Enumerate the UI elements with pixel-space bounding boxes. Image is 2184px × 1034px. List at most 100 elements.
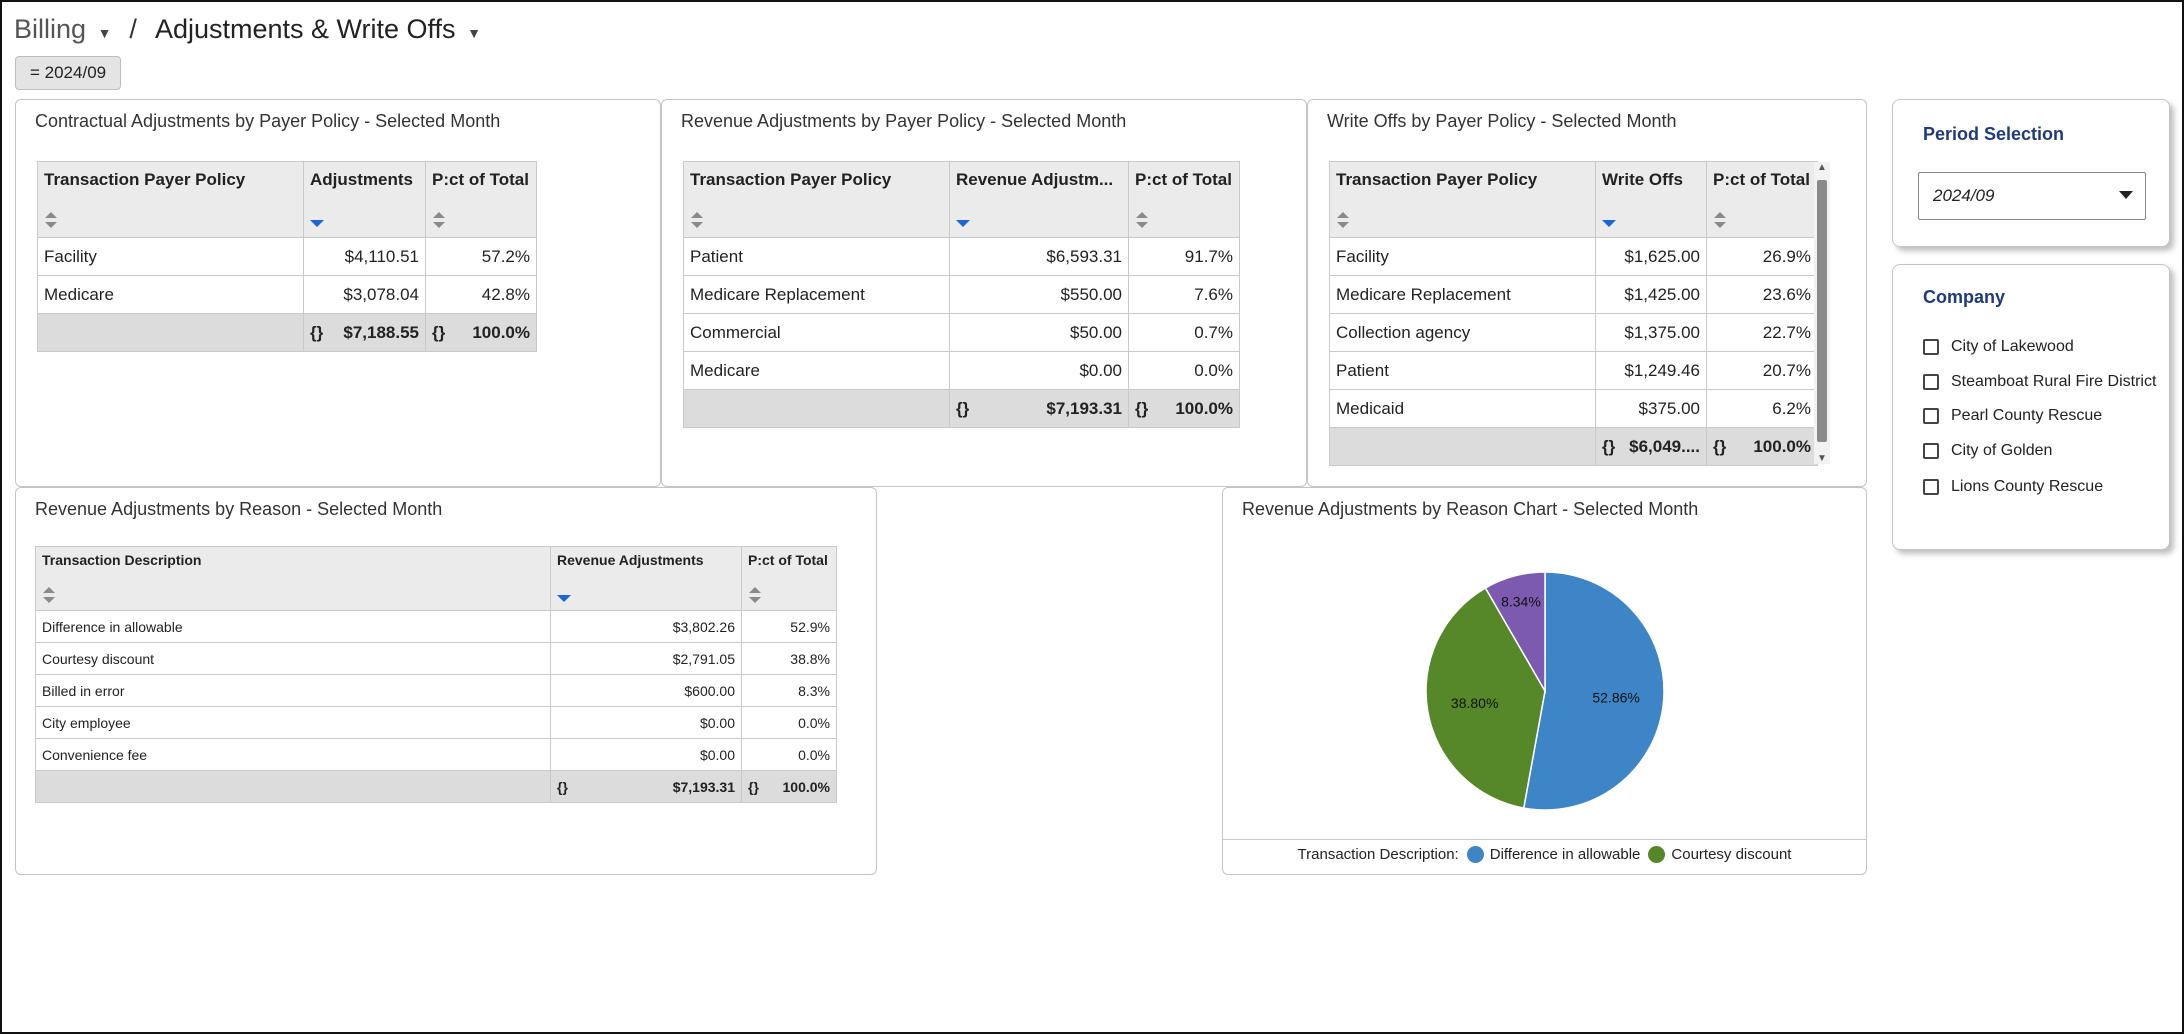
column-header-label: Transaction Payer Policy — [44, 170, 246, 189]
table-cell: 20.7% — [1706, 351, 1818, 390]
table-cell: 52.9% — [741, 610, 837, 643]
column-header[interactable]: Transaction Description — [35, 546, 551, 611]
legend-label: Difference in allowable — [1489, 846, 1641, 863]
column-header-label: Adjustments — [310, 170, 413, 189]
table-row[interactable]: Billed in error $600.00 8.3% — [35, 674, 837, 707]
period-dropdown[interactable]: 2024/09 — [1918, 172, 2146, 220]
vertical-scrollbar[interactable]: ▲ ▼ — [1814, 162, 1830, 464]
legend-item-courtesy-discount[interactable]: Courtesy discount — [1648, 846, 1791, 863]
total-cell: {} 100.0% — [741, 770, 837, 803]
breadcrumb-billing[interactable]: Billing ▼ — [14, 14, 111, 45]
aggregate-icon: {} — [432, 322, 446, 342]
period-filter-pill[interactable]: = 2024/09 — [15, 56, 122, 90]
total-cell — [35, 770, 551, 803]
table-row[interactable]: Collection agency $1,375.00 22.7% — [1329, 313, 1818, 352]
revenue-adjustments-payer-table: Transaction Payer Policy Revenue Adjustm… — [683, 161, 1240, 428]
table-row[interactable]: Facility $4,110.51 57.2% — [37, 237, 537, 276]
company-option-label: City of Lakewood — [1951, 338, 2074, 355]
table-cell: 6.2% — [1706, 389, 1818, 428]
total-row: {} $6,049.... {} 100.0% — [1329, 427, 1818, 466]
table-cell: 0.0% — [741, 706, 837, 739]
company-option[interactable]: Pearl County Rescue — [1923, 407, 2102, 425]
sort-descending-icon[interactable] — [310, 211, 324, 229]
table-row[interactable]: Commercial $50.00 0.7% — [683, 313, 1240, 352]
table-cell: 23.6% — [1706, 275, 1818, 314]
table-cell: Difference in allowable — [35, 610, 551, 643]
sort-descending-icon[interactable] — [557, 586, 571, 604]
table-row[interactable]: Courtesy discount $2,791.05 38.8% — [35, 642, 837, 675]
sort-neutral-icon[interactable] — [1135, 211, 1149, 229]
column-header[interactable]: Revenue Adjustm... — [949, 161, 1129, 238]
checkbox[interactable] — [1923, 374, 1939, 390]
column-header[interactable]: Transaction Payer Policy — [683, 161, 950, 238]
table-row[interactable]: Patient $6,593.31 91.7% — [683, 237, 1240, 276]
breadcrumb-page[interactable]: Adjustments & Write Offs ▼ — [155, 14, 481, 45]
legend-swatch — [1648, 846, 1666, 863]
table-row[interactable]: Medicaid $375.00 6.2% — [1329, 389, 1818, 428]
revenue-adjustments-payer-panel: Revenue Adjustments by Payer Policy - Se… — [661, 99, 1307, 487]
pie-slice-courtesy-discount[interactable] — [1425, 586, 1546, 809]
sort-neutral-icon[interactable] — [1713, 211, 1727, 229]
scroll-thumb[interactable] — [1817, 180, 1827, 442]
table-cell: 42.8% — [425, 275, 537, 314]
total-value: 100.0% — [472, 322, 530, 342]
sort-descending-icon[interactable] — [956, 211, 970, 229]
sort-neutral-icon[interactable] — [748, 586, 762, 604]
sort-neutral-icon[interactable] — [432, 211, 446, 229]
sort-neutral-icon[interactable] — [690, 211, 704, 229]
table-row[interactable]: Medicare Replacement $550.00 7.6% — [683, 275, 1240, 314]
pie-slice-billed-in-error[interactable] — [1484, 571, 1546, 694]
sort-neutral-icon[interactable] — [44, 211, 58, 229]
company-option[interactable]: City of Golden — [1923, 442, 2052, 460]
scroll-up-icon[interactable]: ▲ — [1817, 162, 1827, 173]
aggregate-icon: {} — [1713, 436, 1727, 456]
legend-item-difference-in-allowable[interactable]: Difference in allowable — [1466, 846, 1641, 863]
column-header[interactable]: Revenue Adjustments — [550, 546, 742, 611]
aggregate-icon: {} — [1602, 436, 1616, 456]
checkbox[interactable] — [1923, 443, 1939, 459]
breadcrumb: Billing ▼ / Adjustments & Write Offs ▼ — [14, 14, 481, 45]
column-header[interactable]: P:ct of Total — [1706, 161, 1818, 238]
table-row[interactable]: Medicare $3,078.04 42.8% — [37, 275, 537, 314]
legend-label: Courtesy discount — [1671, 846, 1792, 863]
column-header[interactable]: P:ct of Total — [741, 546, 837, 611]
table-cell: 8.3% — [741, 674, 837, 707]
checkbox[interactable] — [1923, 408, 1939, 424]
column-header[interactable]: Adjustments — [303, 161, 426, 238]
sort-neutral-icon[interactable] — [1336, 211, 1350, 229]
column-header-label: Revenue Adjustm... — [956, 170, 1114, 189]
column-header[interactable]: Write Offs — [1595, 161, 1707, 238]
column-header[interactable]: P:ct of Total — [425, 161, 537, 238]
column-header[interactable]: P:ct of Total — [1128, 161, 1240, 238]
column-header[interactable]: Transaction Payer Policy — [37, 161, 304, 238]
company-option-label: Lions County Rescue — [1951, 478, 2104, 495]
company-option[interactable]: Steamboat Rural Fire District — [1923, 373, 2156, 391]
table-cell: Facility — [1329, 237, 1596, 276]
table-cell: $1,625.00 — [1595, 237, 1707, 276]
total-cell: {} 100.0% — [425, 313, 537, 352]
sort-neutral-icon[interactable] — [42, 586, 56, 604]
table-cell: 38.8% — [741, 642, 837, 675]
period-selection-card: Period Selection 2024/09 — [1892, 99, 2170, 247]
checkbox[interactable] — [1923, 479, 1939, 495]
column-header-label: Revenue Adjustments — [557, 552, 704, 568]
table-row[interactable]: Facility $1,625.00 26.9% — [1329, 237, 1818, 276]
total-cell: {} $7,193.31 — [550, 770, 742, 803]
total-cell: {} $6,049.... — [1595, 427, 1707, 466]
table-row[interactable]: Medicare $0.00 0.0% — [683, 351, 1240, 390]
company-option[interactable]: Lions County Rescue — [1923, 478, 2103, 496]
scroll-down-icon[interactable]: ▼ — [1817, 453, 1827, 464]
pie-slice-difference-in-allowable[interactable] — [1522, 571, 1665, 811]
table-row[interactable]: Difference in allowable $3,802.26 52.9% — [35, 610, 837, 643]
checkbox[interactable] — [1923, 339, 1939, 355]
column-header-label: P:ct of Total — [432, 170, 529, 189]
caret-down-icon: ▼ — [97, 25, 112, 41]
sort-descending-icon[interactable] — [1602, 211, 1616, 229]
column-header[interactable]: Transaction Payer Policy — [1329, 161, 1596, 238]
table-row[interactable]: City employee $0.00 0.0% — [35, 706, 837, 739]
company-option[interactable]: City of Lakewood — [1923, 338, 2074, 356]
table-row[interactable]: Patient $1,249.46 20.7% — [1329, 351, 1818, 390]
aggregate-icon: {} — [557, 778, 568, 795]
table-row[interactable]: Convenience fee $0.00 0.0% — [35, 738, 837, 771]
table-row[interactable]: Medicare Replacement $1,425.00 23.6% — [1329, 275, 1818, 314]
